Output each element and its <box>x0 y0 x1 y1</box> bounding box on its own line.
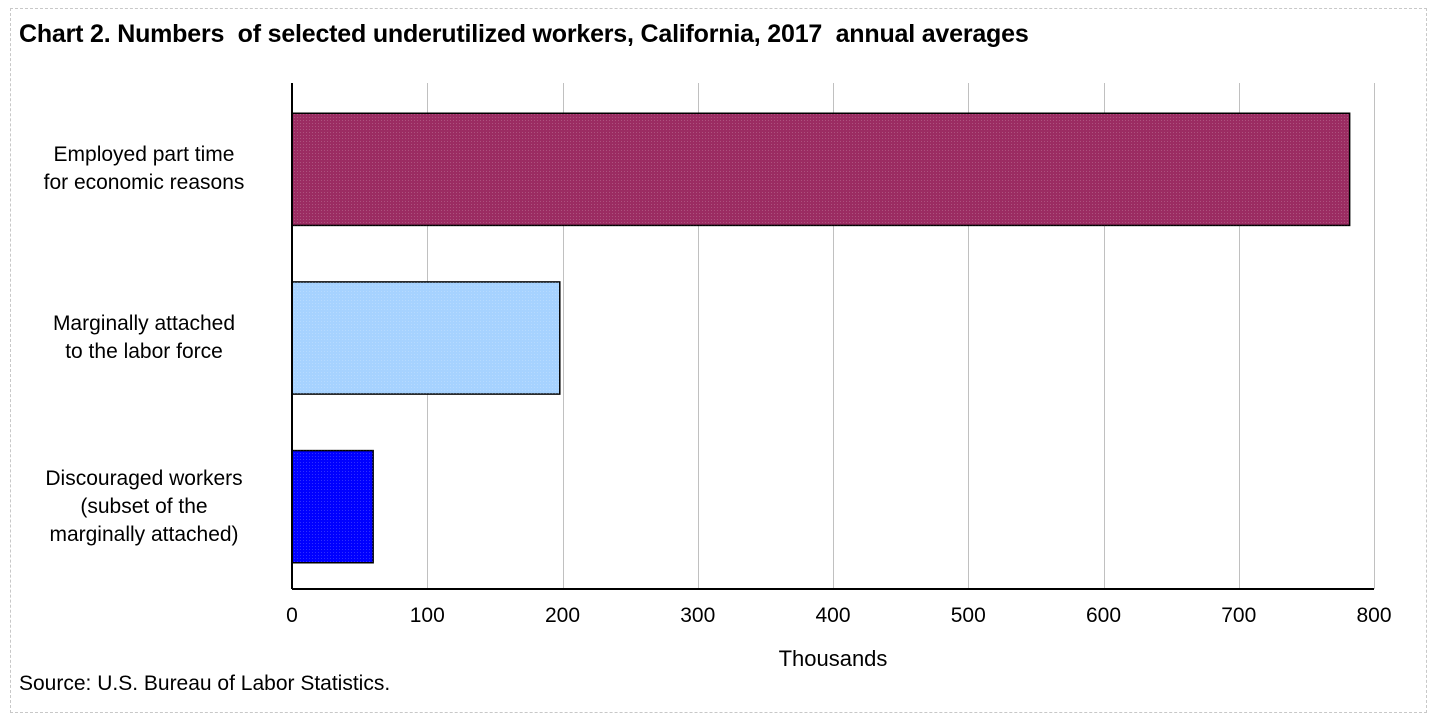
chart-title: Chart 2. Numbers of selected underutiliz… <box>19 20 1029 48</box>
x-tick-label: 700 <box>1221 604 1257 627</box>
bars <box>291 112 1351 564</box>
category-label: Marginally attached to the labor force <box>52 312 236 363</box>
x-tick-label: 200 <box>544 604 581 627</box>
x-axis-title: Thousands <box>778 646 888 671</box>
x-tick-label: 500 <box>950 604 986 627</box>
source-note: Source: U.S. Bureau of Labor Statistics. <box>19 672 391 695</box>
x-tick-label: 300 <box>680 604 716 627</box>
bar-texture <box>292 113 1350 226</box>
x-tick-label: 0 <box>286 604 298 627</box>
x-tick-label: 600 <box>1085 604 1122 627</box>
category-label: Employed part time for economic reasons <box>43 143 245 195</box>
x-tick-label: 800 <box>1356 604 1392 627</box>
bar-texture <box>292 450 374 563</box>
axes <box>291 83 1374 590</box>
x-tick-label: 100 <box>409 604 445 627</box>
bar-texture <box>292 281 560 395</box>
x-tick-label: 400 <box>815 604 851 627</box>
category-label: Discouraged workers (subset of the margi… <box>45 466 243 546</box>
